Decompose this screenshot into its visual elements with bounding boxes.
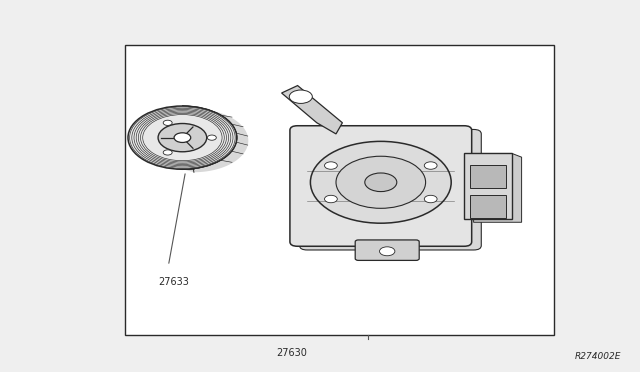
Polygon shape [464,153,522,222]
Text: 27633: 27633 [159,277,189,287]
Circle shape [128,106,237,169]
Circle shape [310,141,451,223]
Circle shape [380,247,395,256]
Circle shape [289,90,312,103]
Circle shape [174,133,191,142]
Circle shape [163,150,172,155]
FancyBboxPatch shape [470,195,506,218]
FancyBboxPatch shape [300,129,481,250]
Circle shape [163,120,172,125]
Text: R274002E: R274002E [574,352,621,361]
Circle shape [207,135,216,140]
FancyBboxPatch shape [464,154,512,219]
FancyBboxPatch shape [290,126,472,246]
FancyBboxPatch shape [470,166,506,188]
Circle shape [336,156,426,208]
FancyBboxPatch shape [355,240,419,260]
Circle shape [158,124,207,152]
Bar [125,45,554,335]
Polygon shape [182,106,248,172]
Text: 27630: 27630 [276,348,307,358]
Circle shape [424,162,437,169]
Circle shape [324,162,337,169]
Circle shape [424,195,437,203]
Polygon shape [282,86,342,134]
Circle shape [365,173,397,192]
Circle shape [324,195,337,203]
